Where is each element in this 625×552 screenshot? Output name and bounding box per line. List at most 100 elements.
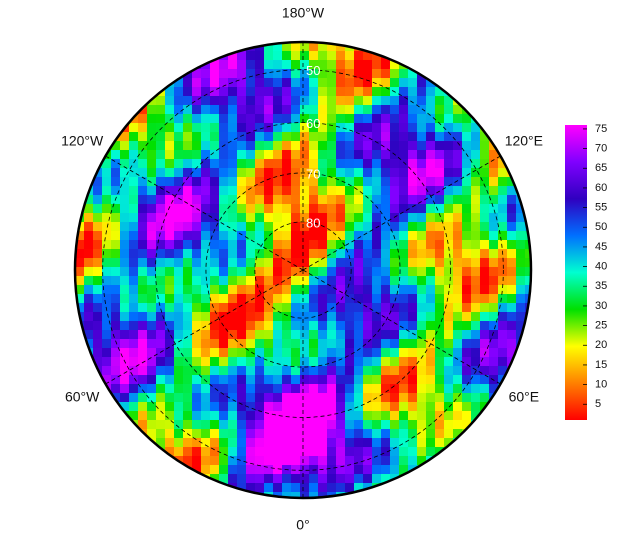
field-cell <box>165 312 175 322</box>
field-cell <box>237 105 247 115</box>
field-cell <box>498 330 508 340</box>
field-cell <box>417 141 427 151</box>
field-cell <box>516 258 526 268</box>
field-cell <box>111 438 121 448</box>
field-cell <box>183 51 193 61</box>
field-cell <box>381 276 391 286</box>
field-cell <box>210 267 220 277</box>
field-cell <box>444 96 454 106</box>
field-cell <box>462 213 472 223</box>
field-cell <box>372 222 382 232</box>
field-cell <box>201 195 211 205</box>
field-cell <box>210 141 220 151</box>
field-cell <box>138 447 148 457</box>
field-cell <box>525 123 531 133</box>
field-cell <box>336 51 346 61</box>
field-cell <box>84 483 94 493</box>
field-cell <box>426 69 436 79</box>
field-cell <box>102 276 112 286</box>
field-cell <box>345 303 355 313</box>
field-cell <box>219 420 229 430</box>
field-cell <box>300 285 310 295</box>
field-cell <box>462 60 472 70</box>
field-cell <box>336 141 346 151</box>
colorbar-tick-label: 60 <box>595 182 607 194</box>
field-cell <box>399 393 409 403</box>
field-cell <box>525 438 531 448</box>
field-cell <box>102 348 112 358</box>
field-cell <box>147 366 157 376</box>
field-cell <box>219 330 229 340</box>
field-cell <box>120 420 130 430</box>
field-cell <box>273 393 283 403</box>
field-cell <box>435 114 445 124</box>
field-cell <box>408 339 418 349</box>
field-cell <box>390 384 400 394</box>
field-cell <box>237 294 247 304</box>
field-cell <box>462 375 472 385</box>
field-cell <box>435 213 445 223</box>
field-cell <box>300 186 310 196</box>
field-cell <box>174 114 184 124</box>
field-cell <box>138 204 148 214</box>
field-cell <box>408 231 418 241</box>
field-cell <box>210 312 220 322</box>
field-cell <box>327 474 337 484</box>
field-cell <box>345 51 355 61</box>
field-cell <box>84 168 94 178</box>
field-cell <box>345 177 355 187</box>
field-cell <box>255 402 265 412</box>
field-cell <box>498 240 508 250</box>
field-cell <box>156 303 166 313</box>
field-cell <box>480 492 490 498</box>
field-cell <box>93 267 103 277</box>
field-cell <box>309 483 319 493</box>
field-cell <box>102 42 112 52</box>
field-cell <box>264 366 274 376</box>
field-cell <box>444 303 454 313</box>
field-cell <box>228 231 238 241</box>
field-cell <box>435 339 445 349</box>
field-cell <box>426 393 436 403</box>
field-cell <box>264 159 274 169</box>
field-cell <box>84 429 94 439</box>
field-cell <box>309 285 319 295</box>
field-cell <box>237 141 247 151</box>
field-cell <box>246 231 256 241</box>
field-cell <box>300 231 310 241</box>
field-cell <box>210 96 220 106</box>
field-cell <box>507 231 517 241</box>
field-cell <box>354 231 364 241</box>
field-cell <box>201 465 211 475</box>
field-cell <box>273 339 283 349</box>
field-cell <box>102 195 112 205</box>
field-cell <box>309 60 319 70</box>
field-cell <box>480 222 490 232</box>
field-cell <box>363 267 373 277</box>
field-cell <box>327 312 337 322</box>
field-cell <box>219 321 229 331</box>
field-cell <box>408 375 418 385</box>
field-cell <box>111 69 121 79</box>
field-cell <box>444 429 454 439</box>
field-cell <box>345 447 355 457</box>
field-cell <box>210 60 220 70</box>
field-cell <box>480 447 490 457</box>
field-cell <box>381 159 391 169</box>
field-cell <box>291 231 301 241</box>
field-cell <box>318 213 328 223</box>
field-cell <box>273 51 283 61</box>
field-cell <box>525 483 531 493</box>
field-cell <box>165 303 175 313</box>
field-cell <box>111 429 121 439</box>
field-cell <box>444 159 454 169</box>
field-cell <box>156 267 166 277</box>
field-cell <box>399 69 409 79</box>
field-cell <box>480 96 490 106</box>
field-cell <box>291 141 301 151</box>
field-cell <box>336 276 346 286</box>
field-cell <box>291 96 301 106</box>
field-cell <box>147 420 157 430</box>
field-cell <box>345 366 355 376</box>
field-cell <box>471 213 481 223</box>
